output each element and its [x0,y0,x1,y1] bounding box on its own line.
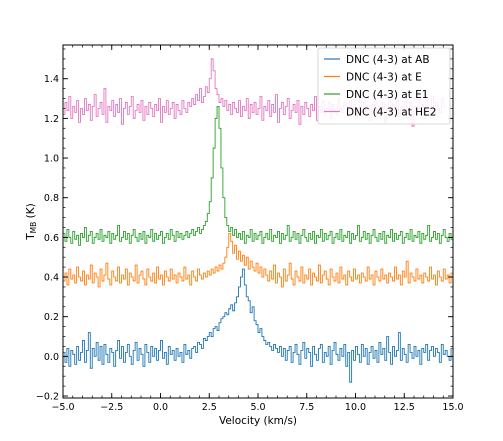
y-tick-label: 0.6 [44,233,59,244]
y-tick-label: 0.8 [44,193,59,204]
x-tick-label: 0.0 [153,402,168,413]
x-tick-label: 2.5 [202,402,217,413]
y-axis-label-main: T [25,233,37,241]
legend-box [317,47,451,125]
y-tick-label: 0.2 [44,312,59,323]
legend: DNC (4-3) at AB DNC (4-3) at E DNC (4-3) a… [317,47,451,125]
x-tick-label: 7.5 [299,402,314,413]
legend-label-0: DNC (4-3) at AB [346,54,430,66]
series-line-0 [63,268,453,383]
x-axis-label: Velocity (km/s) [219,415,297,427]
y-tick-label: 1.4 [44,74,59,85]
x-tick-label: −2.5 [100,402,123,413]
series-line-2 [63,106,453,246]
y-axis-label-unit: (K) [25,203,37,221]
y-axis-label: TMB (K) [25,203,38,240]
legend-label-1: DNC (4-3) at E [346,71,422,83]
x-tick-label: 12.5 [394,402,415,413]
ticks-layer: −5.0 −2.5 0.0 2.5 5.0 7.5 10.0 12.5 15.0 −0.2 0.0 0… [36,45,464,413]
y-axis-label-subscript: MB [29,222,38,234]
x-tick-label: −5.0 [51,402,74,413]
x-tick-label: 5.0 [250,402,265,413]
legend-label-3: DNC (4-3) at HE2 [346,106,436,118]
y-tick-label: 1.0 [44,154,59,165]
y-tick-label: 0.0 [44,352,59,363]
x-tick-label: 15.0 [442,402,463,413]
y-tick-label: −0.2 [36,392,59,403]
y-tick-label: 1.2 [44,114,59,125]
x-tick-label: 10.0 [345,402,366,413]
series-layer [63,58,453,383]
legend-label-2: DNC (4-3) at E1 [346,89,429,101]
y-tick-label: 0.4 [44,273,59,284]
series-line-1 [63,232,453,288]
